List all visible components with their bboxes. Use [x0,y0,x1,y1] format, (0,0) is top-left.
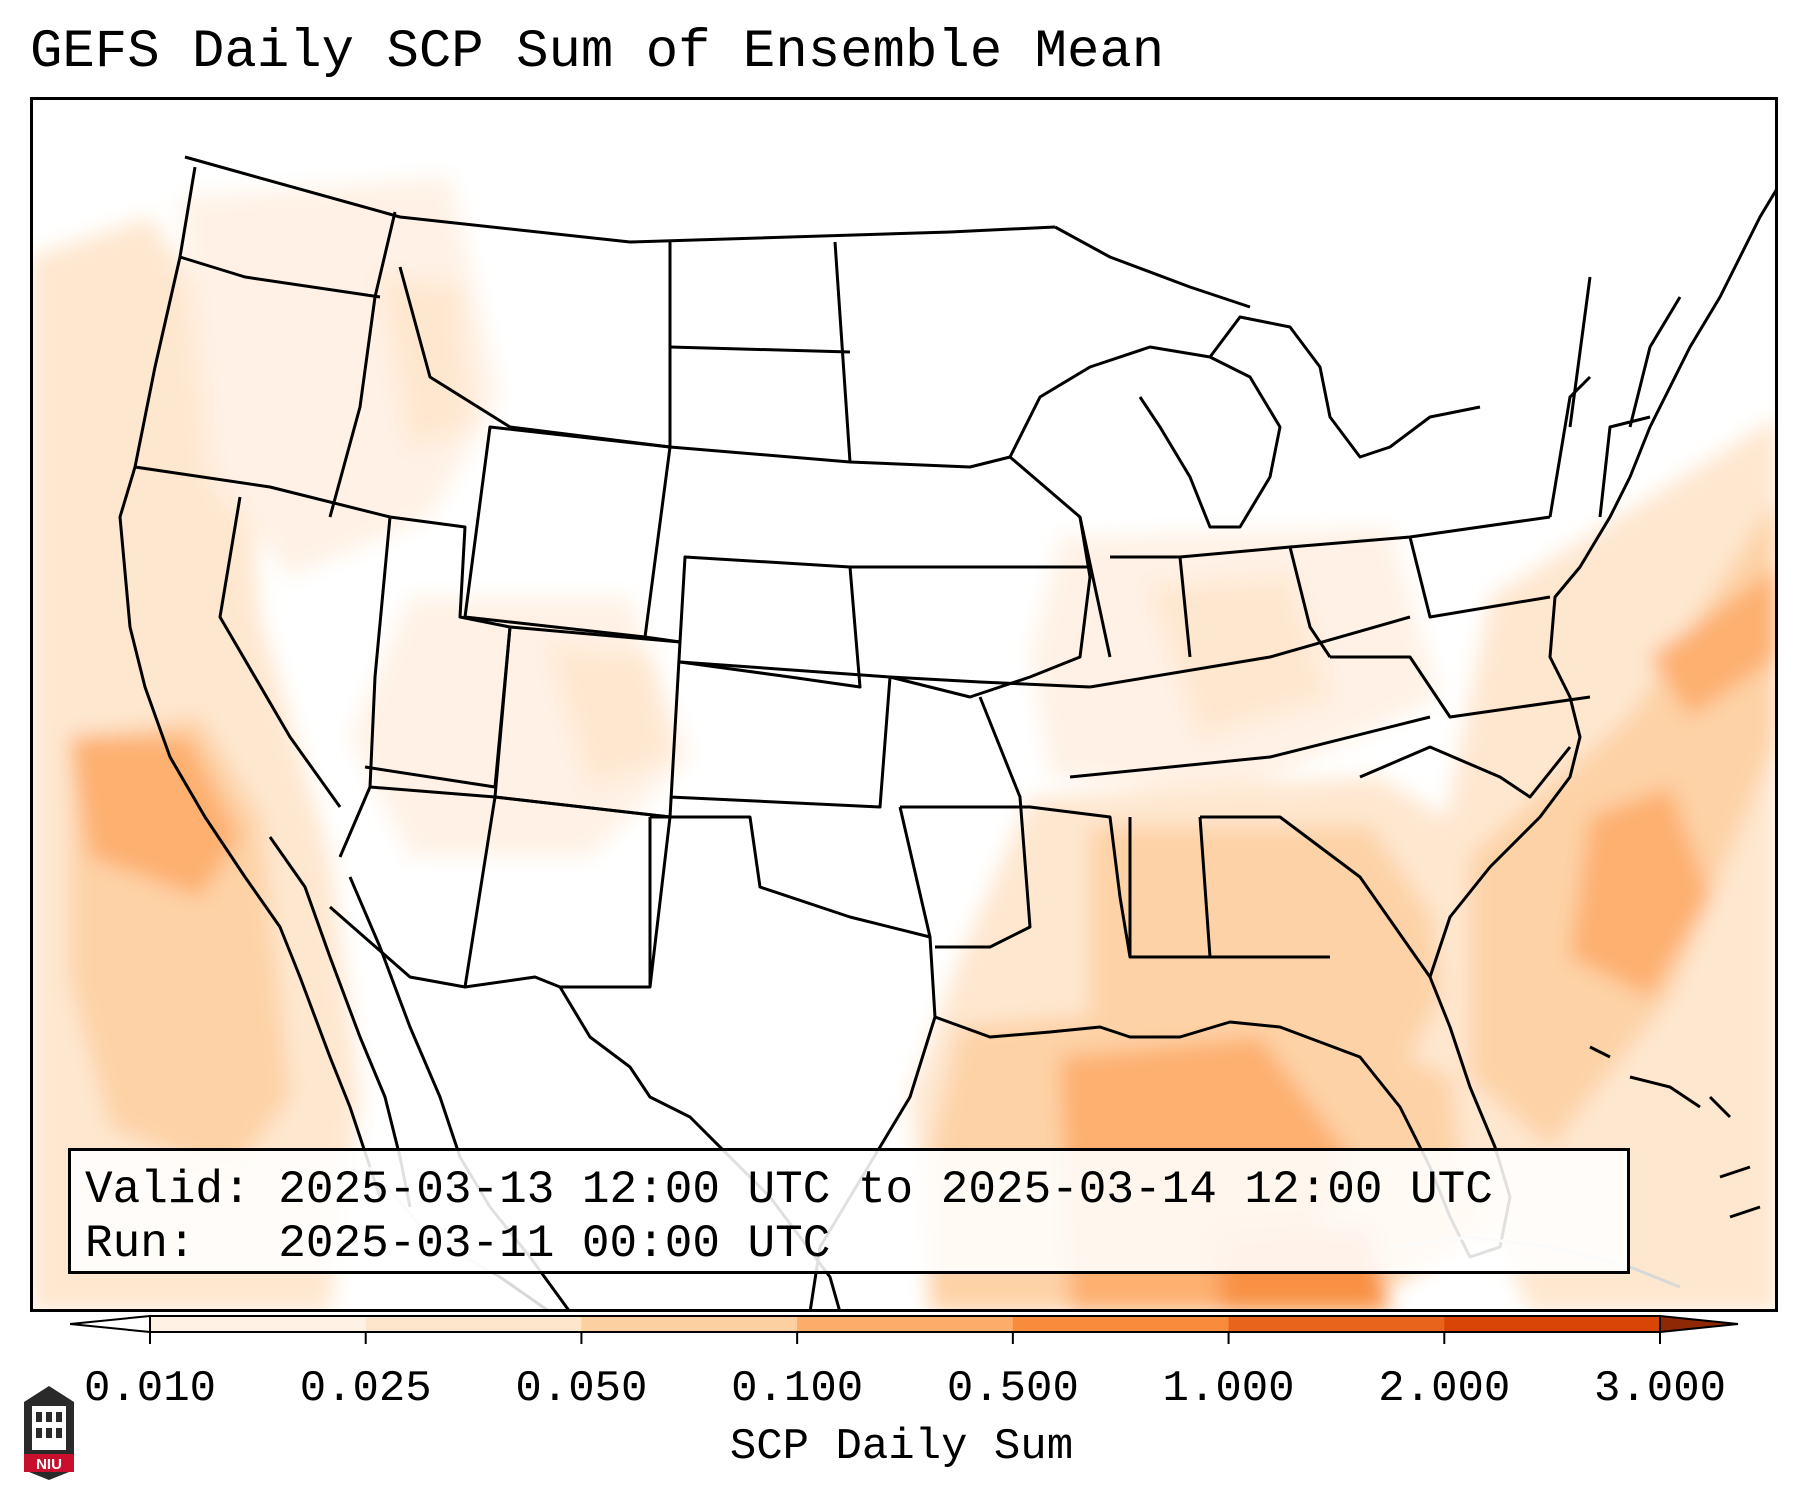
niu-logo-text: NIU [36,1456,62,1473]
field-ohio [1150,577,1330,737]
run-label: Run: [85,1218,196,1270]
field-pacific-core [70,737,240,897]
colorbar-over-arrow [1659,1314,1739,1334]
colorbar-tick-label: 2.000 [1378,1364,1511,1414]
valid-value: 2025-03-13 12:00 UTC to 2025-03-14 12:00… [278,1164,1493,1216]
dakota-split [669,345,851,354]
or-ca-nv [134,465,391,519]
colorbar-tick-label: 0.500 [946,1364,1079,1414]
colorbar-label: SCP Daily Sum [729,1422,1074,1472]
run-value: 2025-03-11 00:00 UTC [278,1218,831,1270]
field-colorado [550,647,670,787]
colorbar-segment [1012,1316,1230,1332]
colorbar-segment [797,1316,1014,1332]
canada-border-west [184,155,1056,244]
il-in-oh [1078,516,1332,658]
field-atlantic-core [1570,787,1710,997]
va-nc-sc [1330,655,1591,799]
valid-run-info-box: Valid: 2025-03-13 12:00 UTC to 2025-03-1… [68,1148,1630,1274]
colorbar-tick-label: 1.000 [1162,1364,1295,1414]
great-lakes [1008,315,1481,529]
chart-title: GEFS Daily SCP Sum of Ensemble Mean [30,22,1165,83]
field-nw-light [180,177,500,577]
colorbar-tick-label: 0.050 [515,1364,648,1414]
nv-east [338,516,392,858]
valid-line: Valid: 2025-03-13 12:00 UTC to 2025-03-1… [85,1163,1611,1217]
caribbean-islands [1589,1045,1761,1219]
al-ga [1128,815,1432,978]
colorbar-ticks [149,1332,1661,1344]
ut [364,515,512,789]
mn-ia-mo [849,455,1092,699]
map-border [30,97,1778,1312]
colorbar-segment [1228,1316,1445,1332]
ar-la-ms [889,675,1132,958]
colorbar-segment [581,1316,798,1332]
la-ms-al-coast [934,1015,1321,1044]
niu-logo: NIU [24,1386,74,1480]
west-coast [118,166,382,1198]
canada-border-east [1054,225,1251,309]
ne-states [1289,276,1682,619]
colorbar-tick-label: 3.000 [1593,1364,1727,1414]
colorbar-tick-label: 0.010 [83,1364,217,1414]
run-line: Run: 2025-03-11 00:00 UTC [85,1217,1611,1271]
colorbar-segment [1444,1316,1661,1332]
ca-nv-diag [218,496,342,808]
id-west [328,211,397,518]
nm-box [464,795,672,989]
colorbar-tick-label: 0.100 [731,1364,864,1414]
colorbar [70,1314,1739,1344]
colorbar-segment [365,1316,582,1332]
tn-ky [1069,615,1431,779]
scp-map [30,97,1778,1312]
field-atlantic-ne [1650,567,1778,717]
colorbar-under-arrow [70,1314,151,1334]
ok [650,806,932,939]
colorbar-outline [149,1315,1661,1333]
ks [669,660,892,809]
wa-or [179,255,381,299]
valid-label: Valid: [85,1164,251,1216]
colorbar-tick-label: 0.025 [299,1364,432,1414]
colorbar-segment [150,1316,367,1332]
colorbar-segments [150,1316,1661,1332]
east-coast [1428,186,1778,978]
